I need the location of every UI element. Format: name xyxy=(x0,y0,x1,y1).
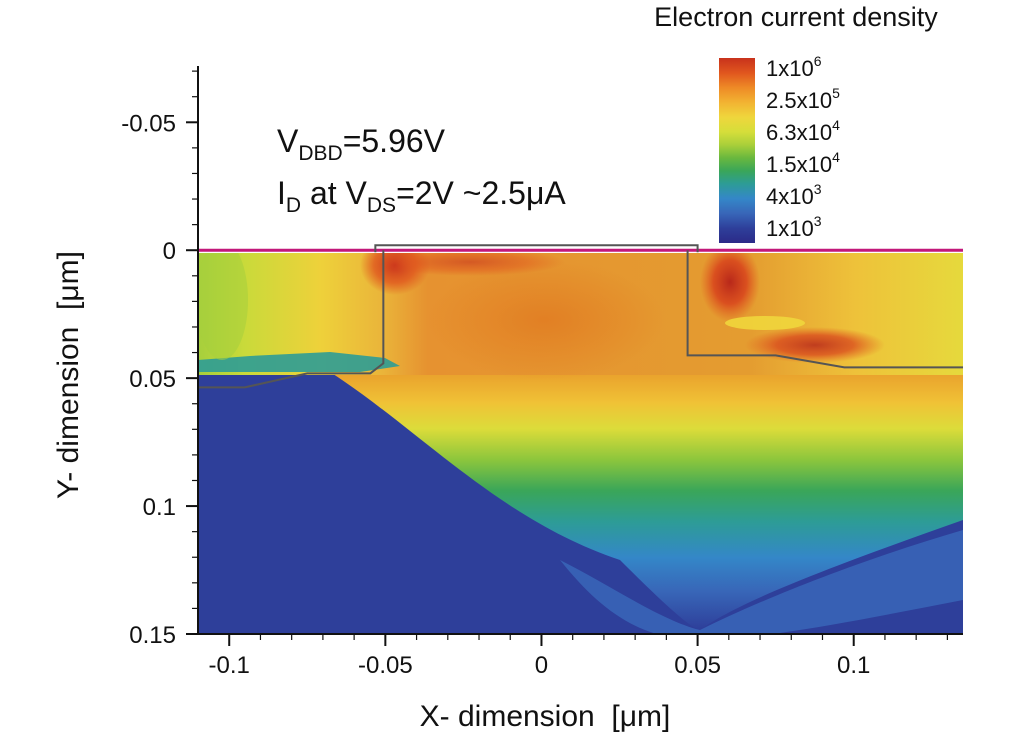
legend-label-exponent-3: 4 xyxy=(832,149,840,165)
field-left-green-strip xyxy=(198,253,248,360)
legend-label-exponent-2: 4 xyxy=(832,117,840,133)
x-tick-label-0: -0.1 xyxy=(209,652,250,679)
field-left-edge xyxy=(198,352,400,372)
y-axis-label: Y- dimension [μm] xyxy=(52,251,85,499)
legend-label-3: 1.5x104 xyxy=(766,149,840,177)
vdbd-value: =5.96V xyxy=(343,123,446,159)
legend-label-exponent-0: 6 xyxy=(814,53,822,69)
y-tick-label-0: -0.05 xyxy=(121,110,176,137)
field-drain-yellow-streak xyxy=(725,316,805,330)
field-surface-hot-band xyxy=(375,253,565,276)
x-axis-label: X- dimension [μm] xyxy=(420,700,671,733)
axes: -0.1 -0.05 0 0.05 0.1 -0.05 0 0.05 0.1 0.15 xyxy=(121,66,963,679)
y-tick-label-3: 0.1 xyxy=(143,494,176,521)
vdbd-annotation: VDBD=5.96V xyxy=(277,123,446,165)
id-i: I xyxy=(277,175,286,211)
legend-label-5: 1x103 xyxy=(766,213,822,241)
id-mid-text: at V xyxy=(301,175,367,211)
legend-title: Electron current density xyxy=(654,2,938,32)
id-subscript: D xyxy=(286,194,301,217)
legend-label-exponent-1: 5 xyxy=(832,85,840,101)
y-tick-label-4: 0.15 xyxy=(129,622,176,649)
legend-label-mantissa-4: 4x10 xyxy=(766,184,814,209)
legend-label-mantissa-2: 6.3x10 xyxy=(766,120,832,145)
field-drain-lower-hotspot xyxy=(745,327,885,363)
field-drain-hotspot xyxy=(700,253,760,322)
legend-label-1: 2.5x105 xyxy=(766,85,840,113)
vds-subscript: DS xyxy=(367,194,396,217)
legend-label-mantissa-5: 1x10 xyxy=(766,216,814,241)
legend-label-mantissa-3: 1.5x10 xyxy=(766,152,832,177)
vdbd-subscript: DBD xyxy=(298,142,342,165)
legend-label-mantissa-1: 2.5x10 xyxy=(766,88,832,113)
y-tick-label-2: 0.05 xyxy=(129,366,176,393)
id-annotation: ID at VDS=2V ~2.5μA xyxy=(277,175,566,217)
x-tick-label-3: 0.05 xyxy=(674,652,721,679)
legend-label-exponent-5: 3 xyxy=(814,213,822,229)
x-tick-label-2: 0 xyxy=(535,652,548,679)
vdbd-v: V xyxy=(277,123,299,159)
y-minor-ticks xyxy=(192,70,198,635)
current-density-field xyxy=(198,253,963,633)
legend-label-0: 1x106 xyxy=(766,53,822,81)
y-tick-label-1: 0 xyxy=(163,238,176,265)
id-value: =2V ~2.5μA xyxy=(396,175,566,211)
legend-label-2: 6.3x104 xyxy=(766,117,840,145)
x-ticks: -0.1 -0.05 0 0.05 0.1 xyxy=(209,634,870,679)
legend-label-mantissa-0: 1x10 xyxy=(766,56,814,81)
gate-outline xyxy=(374,244,699,253)
y-ticks: -0.05 0 0.05 0.1 0.15 xyxy=(121,110,198,649)
x-tick-label-4: 0.1 xyxy=(837,652,870,679)
junction-outline-left xyxy=(198,250,385,389)
legend-label-4: 4x103 xyxy=(766,181,822,209)
device-outline xyxy=(198,244,963,389)
junction-outline-right xyxy=(686,250,963,369)
x-minor-ticks xyxy=(228,634,948,640)
field-channel-bulk xyxy=(330,372,963,630)
legend-colorbar xyxy=(719,58,755,243)
field-deep-band xyxy=(560,530,963,633)
legend: Electron current density 1x1062.5x1056.3… xyxy=(654,2,938,243)
field-center-warm-region xyxy=(425,260,665,380)
legend-label-exponent-4: 3 xyxy=(814,181,822,197)
x-tick-label-1: -0.05 xyxy=(358,652,413,679)
